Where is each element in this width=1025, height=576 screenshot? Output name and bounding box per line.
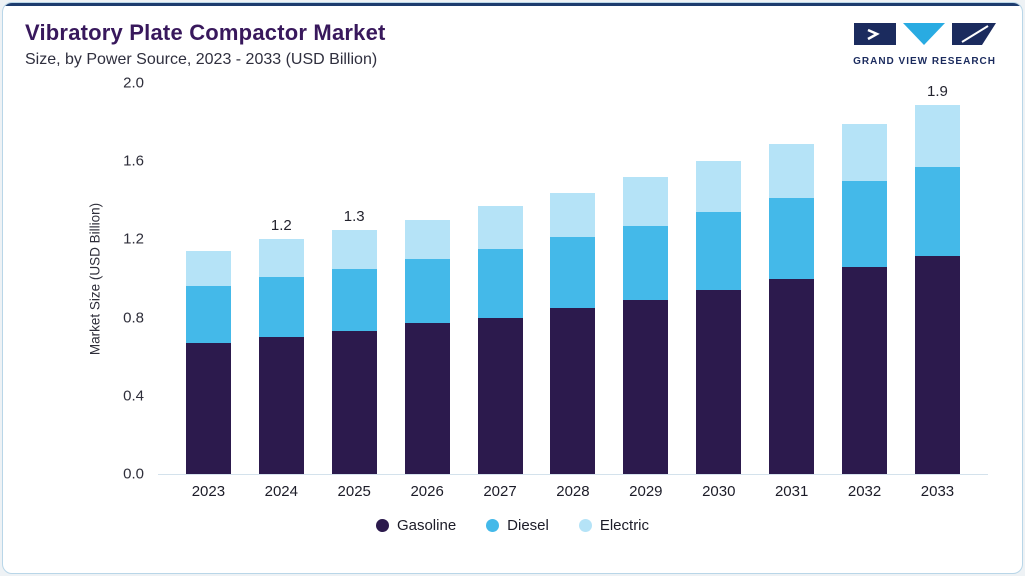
bar-2030: 2030 [696,83,742,500]
title-block: Vibratory Plate Compactor Market Size, b… [25,20,386,69]
bar-segment-2032-gasoline [842,266,888,474]
bar-segment-2033-gasoline [914,256,960,474]
x-tick-label-2031: 2031 [774,483,809,500]
legend-swatch-gasoline [375,519,389,532]
x-tick-label-2029: 2029 [629,483,663,500]
bar-2025: 1.3 2025 [331,83,377,500]
chart-subtitle: Size, by Power Source, 2023 - 2033 (USD … [25,51,378,68]
bar-segment-2026-gasoline [404,323,450,474]
bar-segment-2025-electric [331,229,377,269]
bar-2028: 2028 [550,83,596,500]
bar-segment-2030-electric [696,161,742,213]
x-tick-label-2026: 2026 [410,483,444,500]
logo-wordmark: GRAND VIEW RESEARCH [853,56,996,67]
bar-segment-2033-electric [914,105,960,168]
bar-segment-2030-diesel [696,212,742,291]
y-tick-label: 2.0 [123,74,144,92]
bar-total-label-2033: 1.9 [927,83,948,100]
bar-segment-2025-gasoline [331,331,377,474]
bar-segment-2029-gasoline [623,300,669,474]
bar-segment-2029-diesel [623,225,669,301]
bar-segment-2023-diesel [185,286,231,344]
x-tick-label-2033: 2033 [920,483,955,500]
bar-segment-2027-gasoline [477,317,523,474]
chart-title: Vibratory Plate Compactor Market [25,20,386,45]
y-axis-title: Market Size (USD Billion) [87,202,103,356]
bar-segment-2030-gasoline [696,290,742,474]
x-tick-label-2024: 2024 [264,483,298,500]
bars-container: 2023 1.2 2024 1.3 2025 2026 2027 2028 2029 2030 20… [158,83,988,500]
plot-area: 0.0 0.4 0.8 1.2 1.6 2.0 2023 1.2 2024 1.3 2025 202… [123,75,988,500]
bar-2024: 1.2 2024 [258,83,304,500]
card-top-accent-bar [3,3,1022,6]
legend-swatch-electric [578,519,592,532]
legend-item-diesel: Diesel [486,517,549,534]
bar-segment-2023-gasoline [185,343,231,474]
bar-segment-2024-electric [258,239,304,277]
x-tick-label-2023: 2023 [191,483,226,500]
bar-total-label-2024: 1.2 [270,217,292,235]
y-tick-label: 0.4 [123,387,144,405]
bar-segment-2028-gasoline [550,307,596,474]
x-tick-label-2032: 2032 [847,483,882,500]
legend: Gasoline Diesel Electric [3,517,1022,534]
x-tick-label-2025: 2025 [337,483,371,500]
bar-segment-2033-diesel [914,167,960,257]
legend-label-electric: Electric [599,517,650,534]
bar-2031: 2031 [769,83,815,500]
bar-segment-2025-diesel [331,268,377,332]
bar-2026: 2026 [404,83,450,500]
bar-2033: 1.9 2033 [914,83,960,500]
chart: Market Size (USD Billion) 0.0 0.4 0.8 1.2 1.… [3,75,988,500]
bar-segment-2032-electric [842,124,888,181]
bar-segment-2028-electric [550,192,596,238]
bar-segment-2028-diesel [550,237,596,308]
bar-segment-2031-electric [769,143,815,199]
bar-segment-2023-electric [185,251,231,287]
bar-segment-2029-electric [623,176,669,226]
bar-segment-2031-diesel [769,198,815,279]
bar-segment-2024-diesel [258,276,304,338]
legend-label-diesel: Diesel [507,517,549,534]
bar-2023: 2023 [185,83,231,500]
x-tick-label-2030: 2030 [702,483,736,500]
bar-segment-2027-electric [477,206,523,250]
legend-item-gasoline: Gasoline [375,517,457,534]
bar-segment-2026-diesel [404,258,450,324]
x-tick-label-2027: 2027 [483,483,517,500]
y-tick-label: 0.8 [123,309,144,327]
bar-2032: 2032 [842,83,888,500]
grand-view-research-logo: GRAND VIEW RESEARCH [853,20,996,67]
header: Vibratory Plate Compactor Market Size, b… [3,6,1022,69]
bar-2027: 2027 [477,83,523,500]
legend-item-electric: Electric [578,517,650,534]
logo-mark-icon [853,23,996,45]
bar-2029: 2029 [623,83,669,500]
bar-segment-2026-electric [404,219,450,259]
bar-segment-2024-gasoline [258,337,304,474]
bar-segment-2031-gasoline [769,278,815,474]
bar-segment-2027-diesel [477,249,523,318]
legend-label-gasoline: Gasoline [396,517,457,534]
bar-segment-2032-diesel [842,180,888,267]
x-tick-label-2028: 2028 [556,483,590,500]
bar-total-label-2025: 1.3 [343,207,365,225]
y-tick-label: 0.0 [123,465,144,483]
legend-swatch-diesel [486,519,500,532]
y-tick-label: 1.2 [123,230,144,248]
y-tick-label: 1.6 [123,152,144,170]
